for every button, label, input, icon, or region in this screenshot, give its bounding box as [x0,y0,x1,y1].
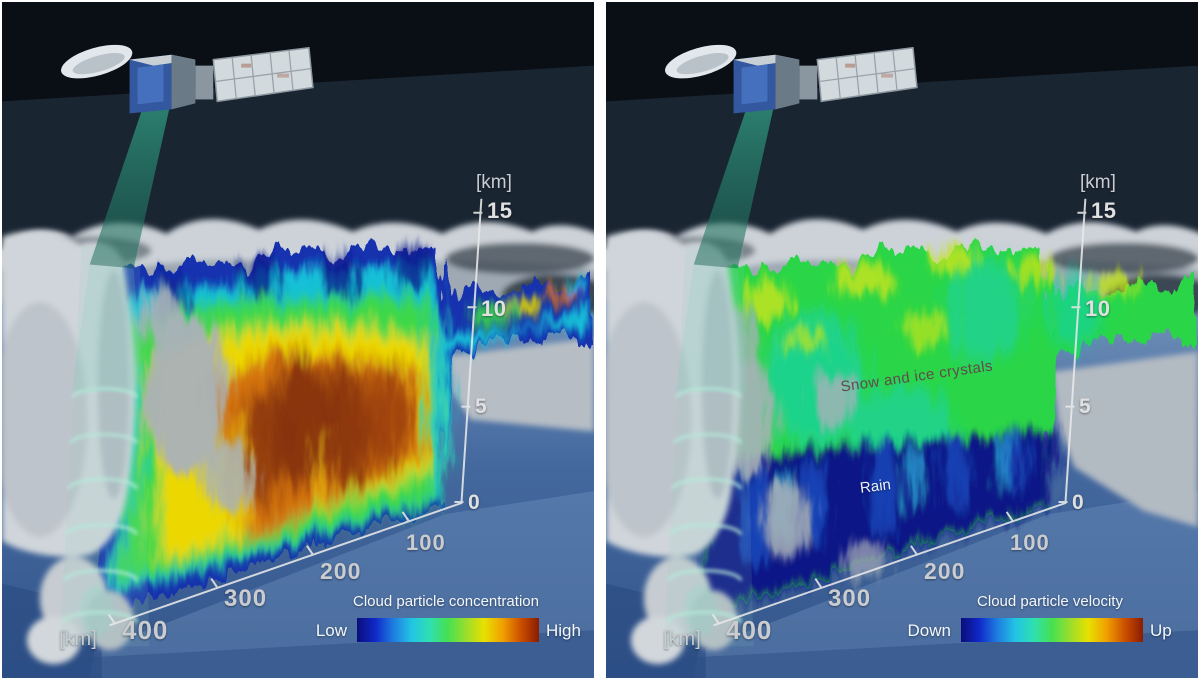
distance-axis-unit: [km] [59,628,97,650]
legend-title: Cloud particle concentration [353,593,539,610]
scene-concentration [2,2,594,678]
scene-velocity [606,2,1198,678]
altitude-tick-10: 10 [481,296,507,321]
altitude-axis-unit: [km] [476,172,512,193]
distance-tick-200: 200 [924,558,966,584]
legend-gradient-bar [357,618,539,642]
legend-max-label: Up [1150,621,1172,640]
legend-min-label: Down [907,621,951,640]
altitude-tick-5: 5 [1079,395,1092,418]
distance-tick-300: 300 [828,585,872,612]
distance-tick-400: 400 [122,615,169,645]
distance-axis-unit: [km] [663,628,701,650]
altitude-tick-10: 10 [1085,296,1111,321]
altitude-tick-5: 5 [475,395,488,418]
legend-min-label: Low [315,621,347,640]
altitude-tick-15: 15 [1091,198,1117,223]
altitude-tick-0: 0 [1072,491,1085,514]
panel-cloud-particle-velocity: [km] 15 10 5 0 400 300 200 100 [km] Snow… [606,2,1198,678]
distance-tick-200: 200 [320,558,362,584]
altitude-tick-15: 15 [487,198,513,223]
legend-max-label: High [546,621,581,640]
distance-tick-100: 100 [406,530,446,555]
panel-cloud-particle-concentration: [km] 15 10 5 0 400 300 200 100 [km] Clou… [2,2,594,678]
legend-gradient-bar [961,618,1143,642]
altitude-axis-unit: [km] [1080,172,1116,193]
mid-level-cloud-bank [448,338,594,432]
altitude-tick-0: 0 [468,491,481,514]
legend-title: Cloud particle velocity [977,593,1123,610]
distance-tick-100: 100 [1010,530,1050,555]
mid-level-cloud-bank [1052,351,1198,527]
distance-tick-300: 300 [224,585,268,612]
distance-tick-400: 400 [726,615,773,645]
